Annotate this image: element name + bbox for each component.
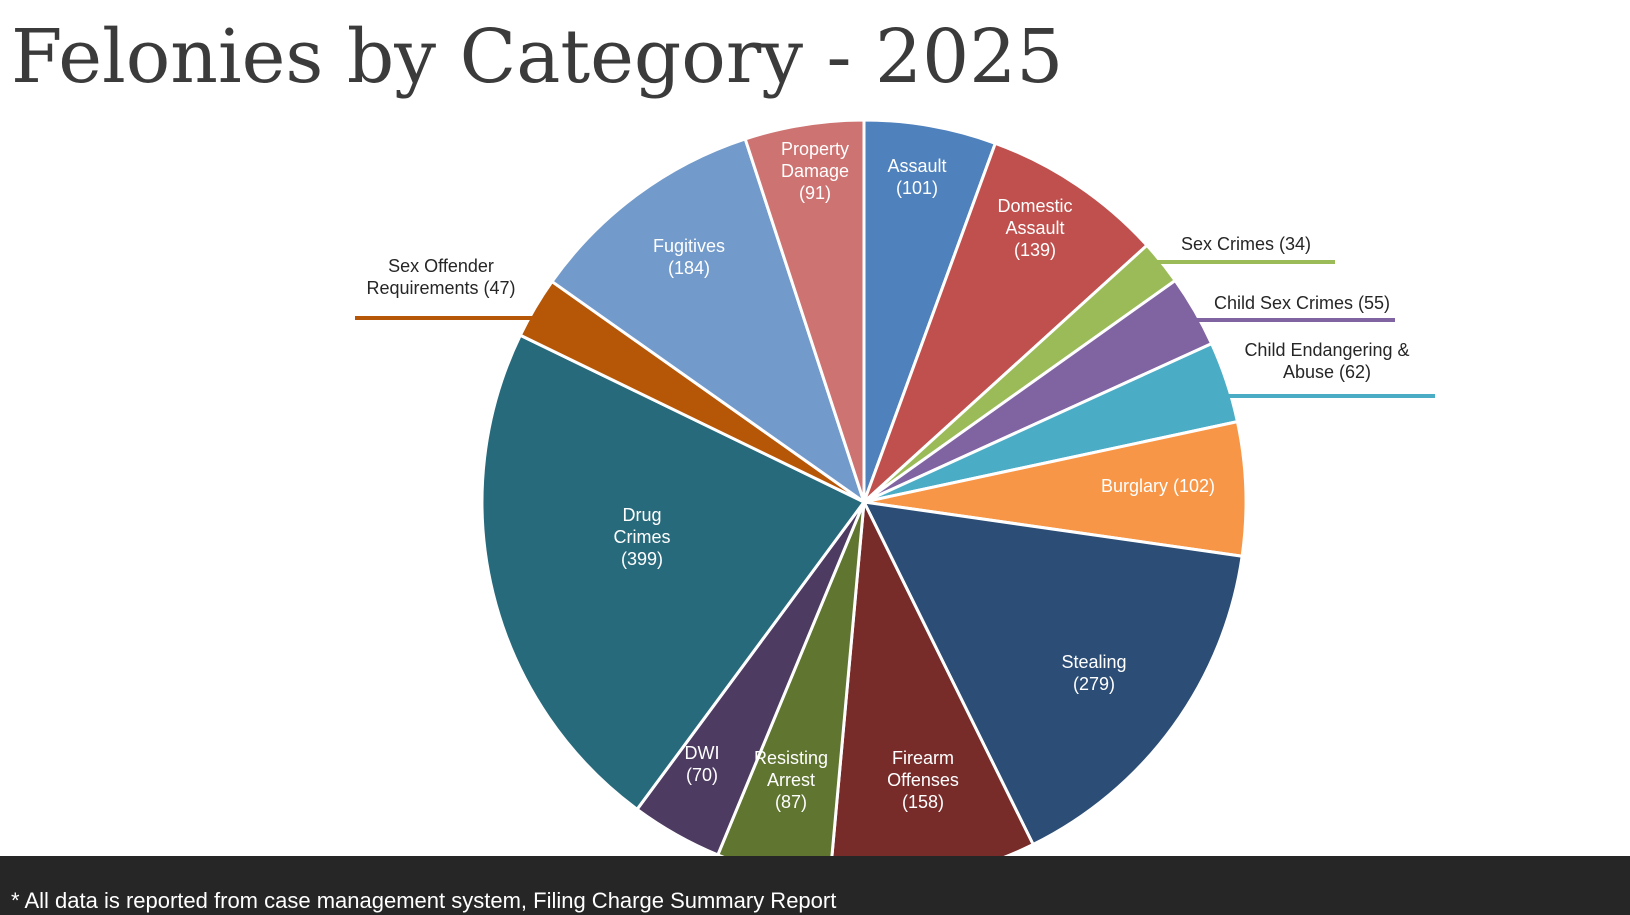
pie-slice-stealing <box>862 500 1244 847</box>
slice-label: Stealing <box>1061 652 1126 672</box>
footnote: * All data is reported from case managem… <box>11 888 837 913</box>
slice-label: Arrest <box>767 770 815 790</box>
slice-label: Sex Crimes (34) <box>1181 234 1311 254</box>
slice-label: (101) <box>896 178 938 198</box>
slice-label: (158) <box>902 792 944 812</box>
footer-bar <box>0 856 1630 915</box>
slice-label: Domestic <box>997 196 1072 216</box>
pie-slices <box>480 118 1248 856</box>
leader-lines <box>355 260 1435 398</box>
slice-label: Resisting <box>754 748 828 768</box>
slice-label: (139) <box>1014 240 1056 260</box>
pie-slice-firearm-offenses <box>830 500 1035 856</box>
pie-slice-fugitives <box>550 137 866 504</box>
slice-label: Assault <box>887 156 946 176</box>
slice-label: DWI <box>685 743 720 763</box>
slice-label: Damage <box>781 161 849 181</box>
page-title: Felonies by Category - 2025 <box>11 14 1064 100</box>
slice-label: Child Endangering & <box>1244 340 1409 360</box>
pie-slice-burglary <box>862 420 1248 558</box>
pie-slice-assault <box>862 118 997 504</box>
slice-label: (87) <box>775 792 807 812</box>
pie-slice-drug-crimes <box>480 333 866 811</box>
slice-label: Assault <box>1005 218 1064 238</box>
slice-label: Burglary (102) <box>1101 476 1215 496</box>
slice-label: Sex Offender <box>388 256 494 276</box>
slice-label: Property <box>781 139 849 159</box>
slice-label: Requirements (47) <box>366 278 515 298</box>
slice-label: (91) <box>799 183 831 203</box>
slice-label: Drug <box>622 505 661 525</box>
slice-label: Fugitives <box>653 236 725 256</box>
slice-label: Crimes <box>614 527 671 547</box>
slice-label: (279) <box>1073 674 1115 694</box>
slice-label: Firearm <box>892 748 954 768</box>
slice-label: (184) <box>668 258 710 278</box>
slice-label: Abuse (62) <box>1283 362 1371 382</box>
pie-slice-domestic-assault <box>862 141 1149 504</box>
slice-label: (70) <box>686 765 718 785</box>
slice-label: Offenses <box>887 770 959 790</box>
slice-label: (399) <box>621 549 663 569</box>
pie-slice-property-damage <box>743 118 866 504</box>
slice-label: Child Sex Crimes (55) <box>1214 293 1390 313</box>
